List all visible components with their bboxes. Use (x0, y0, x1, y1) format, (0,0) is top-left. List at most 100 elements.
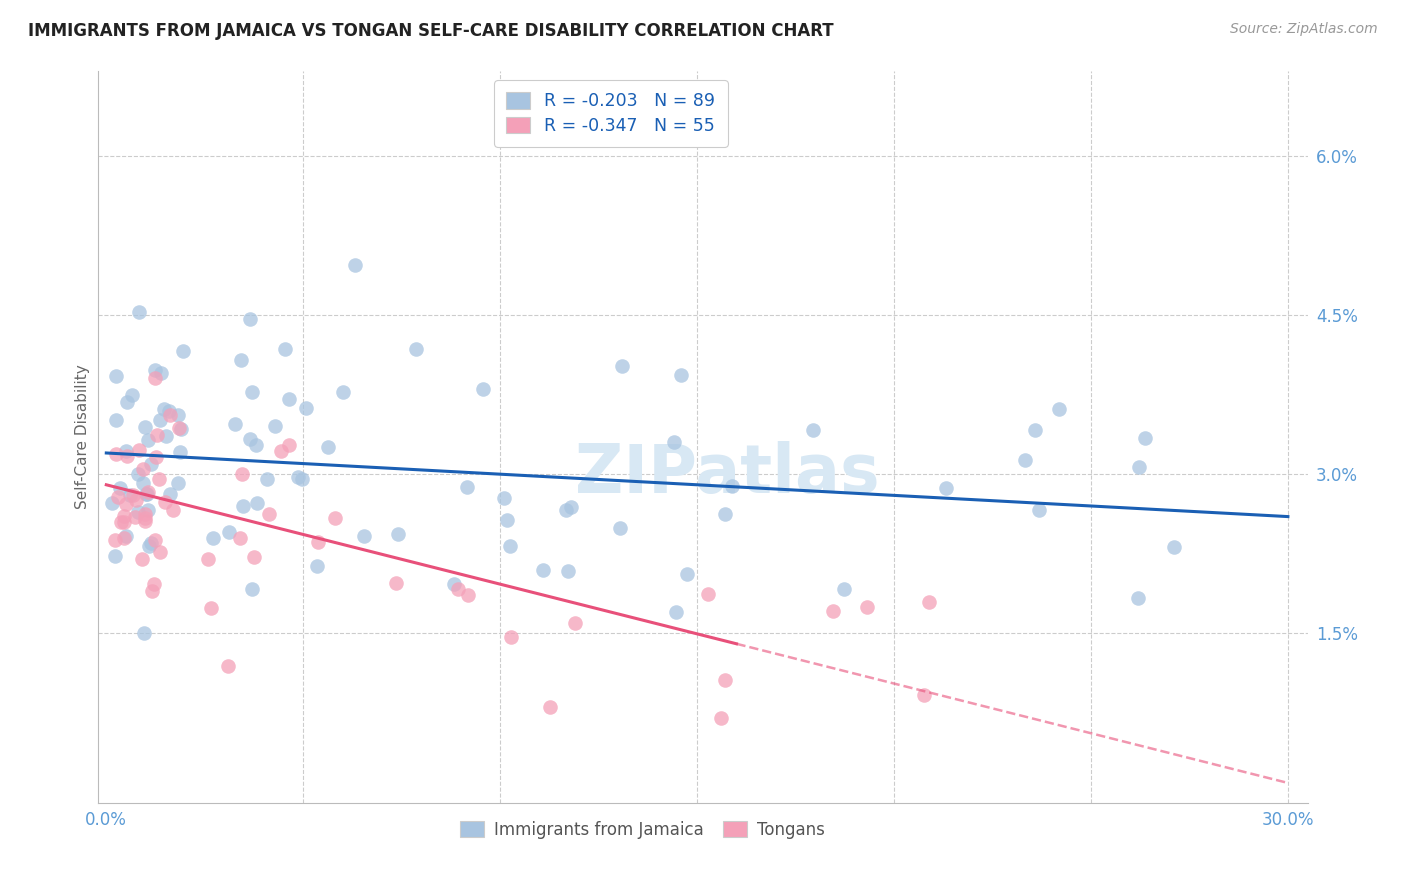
Point (353, 529, 375, 543)
Point (471, 382, 494, 396)
Point (115, 450, 138, 464)
Point (1014, 452, 1036, 467)
Text: Source: ZipAtlas.com: Source: ZipAtlas.com (1230, 22, 1378, 37)
Point (167, 408, 190, 422)
Point (128, 305, 150, 319)
Point (1028, 503, 1050, 517)
Point (136, 485, 159, 500)
Point (135, 487, 157, 501)
Point (128, 442, 150, 457)
Point (443, 577, 465, 591)
Point (132, 462, 155, 476)
Point (229, 352, 252, 367)
Point (457, 589, 479, 603)
Point (332, 385, 354, 400)
Point (153, 495, 176, 509)
Point (1128, 591, 1150, 605)
Point (665, 605, 688, 619)
Point (131, 552, 153, 566)
Point (200, 600, 222, 615)
Point (134, 420, 156, 434)
Point (557, 564, 579, 578)
Point (662, 435, 685, 450)
Point (117, 395, 139, 409)
Point (162, 503, 184, 517)
Point (170, 422, 193, 436)
Point (316, 440, 339, 454)
Point (115, 529, 138, 543)
Point (104, 533, 127, 547)
Point (159, 487, 181, 501)
Point (560, 500, 582, 515)
Point (149, 413, 172, 427)
Point (1128, 460, 1150, 475)
Point (143, 363, 166, 377)
Point (1163, 540, 1185, 554)
Point (344, 258, 367, 272)
Point (136, 434, 159, 448)
Point (918, 595, 941, 609)
Point (246, 496, 269, 510)
Point (496, 513, 519, 527)
Point (405, 342, 427, 356)
Point (274, 342, 297, 356)
Point (145, 450, 167, 464)
Point (114, 444, 136, 458)
Point (245, 438, 267, 452)
Point (132, 475, 155, 490)
Point (112, 509, 135, 524)
Point (499, 539, 522, 553)
Point (259, 507, 281, 521)
Point (385, 575, 408, 590)
Point (240, 582, 263, 596)
Point (231, 467, 253, 481)
Point (564, 615, 586, 630)
Point (307, 558, 329, 573)
Point (141, 536, 163, 550)
Point (115, 497, 138, 511)
Point (141, 583, 163, 598)
Point (136, 486, 159, 500)
Point (714, 508, 737, 522)
Point (610, 359, 633, 373)
Point (149, 545, 172, 559)
Point (277, 438, 299, 452)
Point (121, 388, 143, 402)
Point (105, 447, 128, 461)
Point (197, 552, 219, 566)
Point (239, 312, 262, 326)
Point (148, 472, 170, 486)
Point (696, 587, 718, 601)
Point (232, 499, 254, 513)
Point (114, 531, 136, 545)
Point (125, 492, 148, 507)
Point (104, 413, 127, 427)
Point (277, 392, 299, 406)
Point (104, 549, 127, 564)
Point (832, 582, 855, 596)
Point (159, 409, 181, 423)
Point (240, 385, 263, 400)
Point (145, 533, 167, 548)
Point (856, 600, 879, 615)
Point (138, 539, 160, 553)
Point (153, 402, 176, 417)
Point (821, 604, 844, 618)
Point (270, 443, 292, 458)
Point (108, 481, 131, 495)
Point (1024, 423, 1046, 437)
Point (146, 428, 169, 442)
Point (120, 488, 142, 502)
Point (229, 531, 252, 545)
Point (110, 516, 132, 530)
Point (499, 630, 522, 644)
Point (714, 673, 737, 687)
Point (1133, 431, 1156, 445)
Point (1047, 401, 1070, 416)
Point (287, 469, 309, 483)
Point (127, 467, 149, 482)
Point (155, 429, 177, 443)
Point (531, 563, 554, 577)
Point (669, 368, 692, 382)
Point (132, 625, 155, 640)
